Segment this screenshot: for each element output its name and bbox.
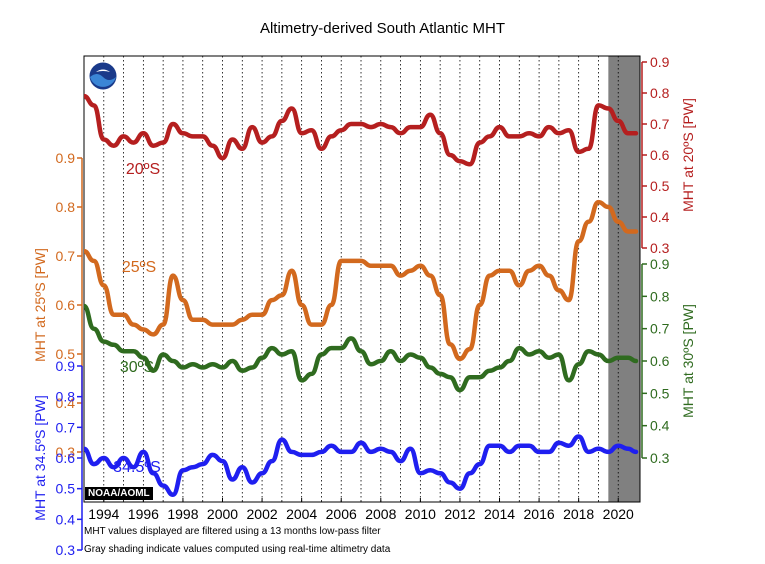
series-label-s20: 20ºS — [126, 161, 160, 178]
series-line-s345 — [84, 434, 639, 498]
y-tick-label-s30: 0.7 — [650, 321, 670, 337]
y-tick-label-s25: 0.8 — [56, 199, 76, 215]
x-tick-label: 2002 — [247, 506, 278, 522]
y-tick-label-s25: 0.3 — [56, 444, 76, 460]
y-tick-label-s25: 0.6 — [56, 297, 76, 313]
x-tick-label: 2012 — [444, 506, 475, 522]
y-tick-label-s25: 0.4 — [56, 395, 76, 411]
series-label-s345: 34.5ºS — [113, 459, 161, 476]
x-tick-label: 2010 — [405, 506, 436, 522]
y-tick-label-s345: 0.4 — [56, 511, 76, 527]
y-tick-label-s20: 0.4 — [650, 209, 670, 225]
y-axis-label-s20: MHT at 20ºS [PW] — [680, 98, 696, 212]
y-tick-label-s30: 0.6 — [650, 353, 670, 369]
footnote-shading: Gray shading indicate values computed us… — [84, 544, 391, 555]
y-tick-label-s25: 0.9 — [56, 150, 76, 166]
x-tick-label: 2004 — [286, 506, 317, 522]
y-tick-label-s25: 0.7 — [56, 248, 76, 264]
y-tick-label-s20: 0.7 — [650, 116, 670, 132]
series-line-s20 — [84, 93, 639, 167]
plot-frame — [83, 55, 641, 503]
y-axis-label-s30: MHT at 30ºS [PW] — [680, 304, 696, 418]
y-tick-label-s345: 0.7 — [56, 419, 76, 435]
y-tick-label-s20: 0.8 — [650, 85, 670, 101]
x-tick-label: 2008 — [365, 506, 396, 522]
noaa-logo-icon — [89, 62, 117, 90]
y-tick-label-s30: 0.3 — [650, 450, 670, 466]
y-tick-label-s25: 0.5 — [56, 346, 76, 362]
y-axis-label-s345: MHT at 34.5ºS [PW] — [32, 395, 48, 520]
chart-title: Altimetry-derived South Atlantic MHT — [259, 20, 506, 37]
y-tick-label-s345: 0.9 — [56, 358, 76, 374]
y-tick-label-s20: 0.3 — [650, 240, 670, 256]
x-tick-label: 2000 — [207, 506, 238, 522]
x-tick-label: 2020 — [603, 506, 634, 522]
y-tick-label-s20: 0.9 — [650, 54, 670, 70]
y-axis-label-s25: MHT at 25ºS [PW] — [32, 248, 48, 362]
noaa-aoml-badge: NOAA/AOML — [85, 487, 153, 500]
x-tick-label: 1996 — [128, 506, 159, 522]
series-label-s25: 25ºS — [122, 259, 156, 276]
y-tick-label-s30: 0.4 — [650, 418, 670, 434]
y-tick-label-s30: 0.9 — [650, 256, 670, 272]
y-tick-label-s30: 0.8 — [650, 288, 670, 304]
y-tick-label-s20: 0.6 — [650, 147, 670, 163]
x-tick-label: 1998 — [167, 506, 198, 522]
y-tick-label-s30: 0.5 — [650, 385, 670, 401]
y-tick-label-s20: 0.5 — [650, 178, 670, 194]
series-line-s30 — [84, 303, 639, 393]
series-label-s30: 30ºS — [120, 359, 154, 376]
series-line-s25 — [84, 199, 639, 362]
x-tick-label: 2018 — [563, 506, 594, 522]
y-tick-label-s345: 0.6 — [56, 450, 76, 466]
footnote-filter: MHT values displayed are filtered using … — [84, 526, 381, 537]
x-tick-label: 2014 — [484, 506, 515, 522]
x-tick-label: 1994 — [88, 506, 119, 522]
y-tick-label-s345: 0.5 — [56, 481, 76, 497]
x-tick-label: 2016 — [524, 506, 555, 522]
realtime-shading — [608, 56, 640, 502]
y-tick-label-s345: 0.3 — [56, 542, 76, 558]
x-tick-label: 2006 — [326, 506, 357, 522]
y-tick-label-s345: 0.8 — [56, 389, 76, 405]
